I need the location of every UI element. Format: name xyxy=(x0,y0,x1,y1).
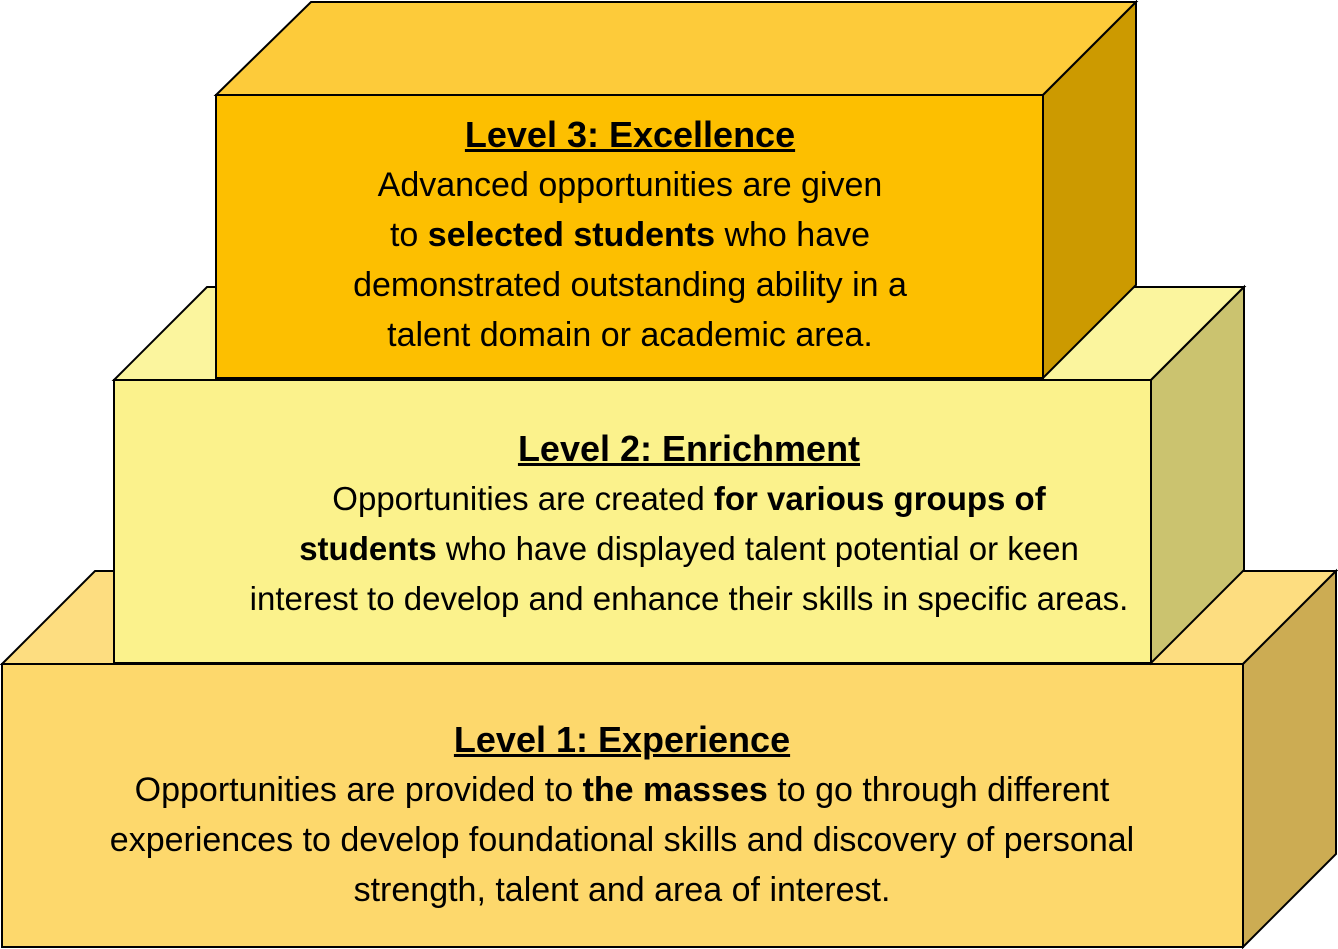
level-3-text: Level 3: Excellence Advanced opportuniti… xyxy=(218,110,1042,360)
level-3-emphasis: selected students xyxy=(427,216,716,254)
level-1-emphasis: the masses xyxy=(582,771,768,809)
level-2-emphasis-a: for various groups of xyxy=(713,480,1046,517)
level-2-line-2: students who have displayed talent poten… xyxy=(299,530,1079,567)
level-3-front-face xyxy=(215,94,1044,379)
level-2-title: Level 2: Enrichment xyxy=(517,428,861,469)
level-3-line-4: talent domain or academic area. xyxy=(387,316,873,354)
level-2-emphasis-b: students xyxy=(299,530,437,567)
level-1-front-face xyxy=(1,663,1244,948)
level-1-line-3: strength, talent and area of interest. xyxy=(353,871,891,909)
level-1-line-1: Opportunities are provided to the masses… xyxy=(134,771,1110,809)
level-2-line-3: interest to develop and enhance their sk… xyxy=(249,580,1129,617)
level-3-line-2: to selected students who have xyxy=(389,216,871,254)
level-1-text: Level 1: Experience Opportunities are pr… xyxy=(2,715,1242,915)
level-3-box xyxy=(213,0,1139,381)
level-2-line-1: Opportunities are created for various gr… xyxy=(332,480,1046,517)
level-1-line-2: experiences to develop foundational skil… xyxy=(109,821,1135,859)
level-2-front-face xyxy=(113,379,1152,664)
level-3-line-3: demonstrated outstanding ability in a xyxy=(353,266,907,304)
level-3-title: Level 3: Excellence xyxy=(464,114,796,155)
level-2-text: Level 2: Enrichment Opportunities are cr… xyxy=(114,424,1264,624)
level-3-line-1: Advanced opportunities are given xyxy=(377,166,883,204)
level-3-top-face xyxy=(213,1,1139,96)
level-1-title: Level 1: Experience xyxy=(453,719,791,760)
